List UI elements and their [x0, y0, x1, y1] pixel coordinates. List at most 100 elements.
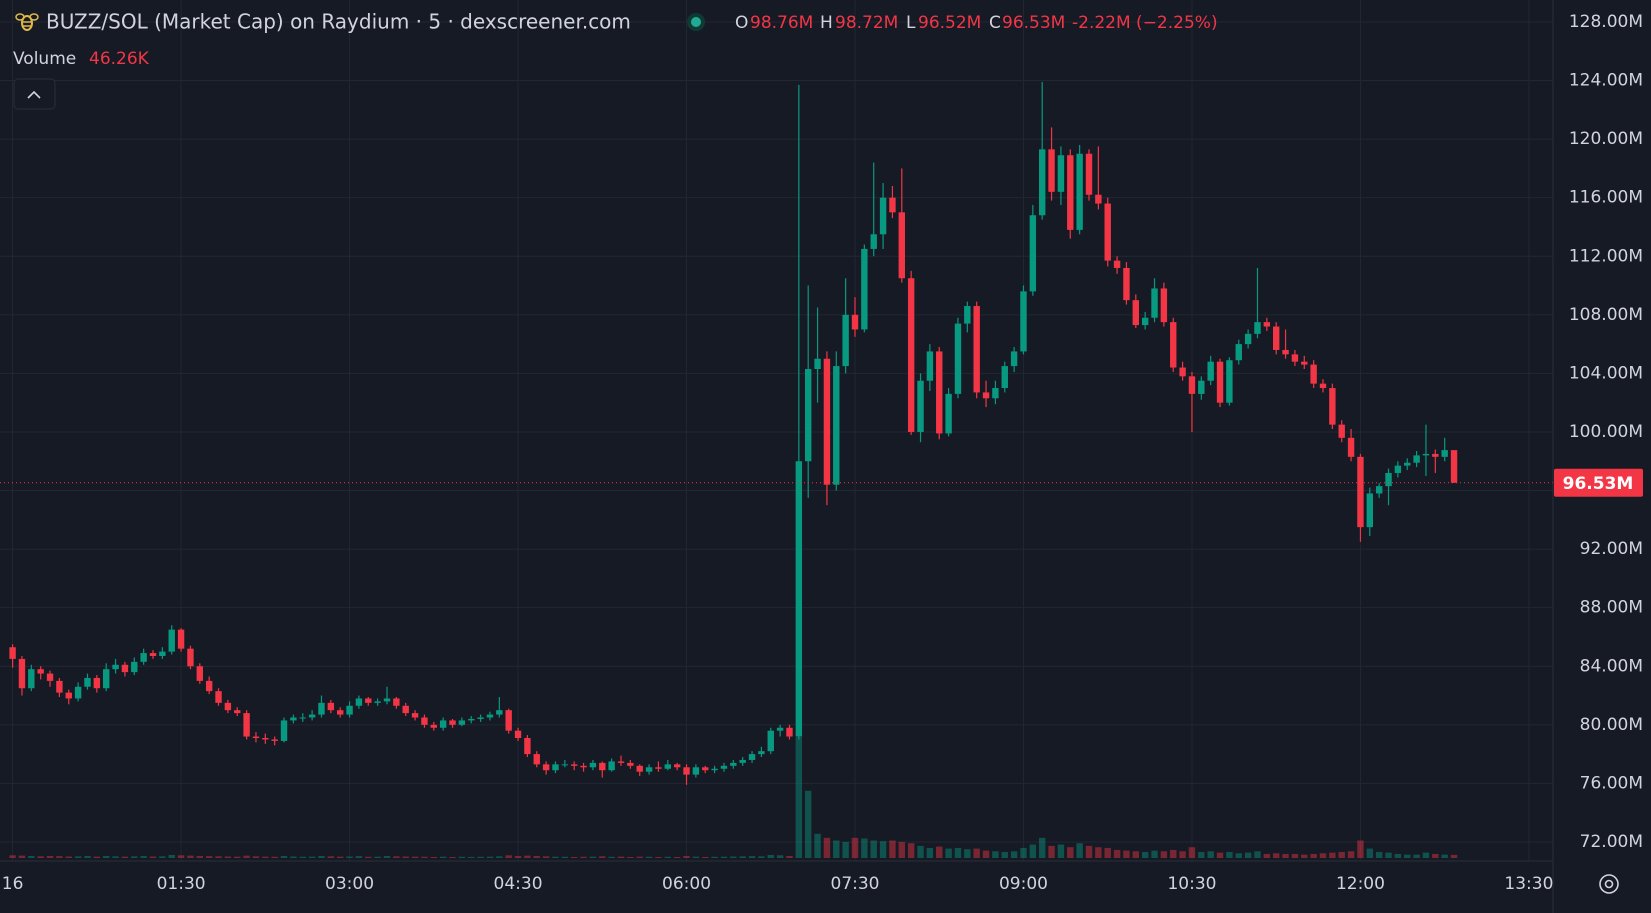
- candle-body: [1441, 450, 1448, 457]
- candle-body: [608, 761, 615, 771]
- candle-body: [365, 698, 372, 703]
- volume-bar: [702, 856, 709, 858]
- volume-bar: [177, 855, 185, 858]
- settings-button[interactable]: [1599, 874, 1619, 894]
- y-tick-label: 124.00M: [1569, 71, 1643, 91]
- candle-body: [1235, 344, 1242, 361]
- volume-bar: [458, 856, 466, 858]
- volume-bar: [346, 856, 353, 858]
- candle-body: [898, 212, 905, 279]
- volume-bar: [140, 855, 147, 858]
- candle-body: [327, 702, 335, 711]
- volume-bar: [505, 855, 512, 858]
- collapse-button[interactable]: [13, 78, 56, 110]
- x-tick-label: 16: [2, 874, 24, 894]
- settings-icon: [1599, 874, 1619, 894]
- candle-body: [571, 764, 578, 766]
- volume-bar: [1160, 851, 1168, 858]
- candle-body: [74, 686, 82, 699]
- volume-bar: [599, 856, 606, 858]
- candle-body: [234, 710, 241, 714]
- candle-body: [439, 720, 447, 728]
- legend-key: L: [906, 13, 916, 33]
- volume-bar: [168, 854, 175, 858]
- legend-key: C: [989, 13, 1001, 33]
- candle-body: [748, 754, 756, 760]
- x-tick-label: 10:30: [1167, 874, 1216, 894]
- candle-body: [758, 751, 765, 755]
- volume-bar: [636, 856, 643, 858]
- volume-bar: [1347, 851, 1355, 858]
- volume-bar: [645, 856, 653, 858]
- candle-body: [1404, 462, 1411, 466]
- candle-body: [917, 380, 924, 432]
- candle-body: [1338, 424, 1345, 438]
- candle-body: [945, 393, 952, 434]
- volume-bar: [542, 856, 550, 858]
- candle-body: [1076, 153, 1083, 230]
- legend-open: 98.76M: [750, 13, 813, 33]
- candle-body: [1160, 288, 1168, 323]
- y-tick-label: 128.00M: [1569, 12, 1643, 32]
- volume-bar: [552, 856, 559, 858]
- volume-bar: [131, 856, 138, 858]
- candle-body: [346, 705, 353, 715]
- candle-body: [383, 698, 391, 702]
- volume-bar: [1291, 853, 1299, 858]
- volume-bar: [964, 849, 971, 858]
- volume-value: 46.26K: [89, 49, 150, 69]
- candle-body: [1113, 260, 1121, 268]
- volume-bar: [103, 855, 110, 858]
- collapse-button-frame[interactable]: [13, 78, 56, 110]
- volume-bar: [1123, 850, 1130, 858]
- candle-body: [552, 764, 559, 771]
- volume-bar: [514, 855, 522, 858]
- chart-title: BUZZ/SOL (Market Cap) on Raydium · 5 · d…: [46, 10, 631, 34]
- volume-bar: [692, 856, 700, 858]
- candle-body: [430, 724, 437, 728]
- volume-bar: [655, 856, 662, 858]
- candle-body: [589, 762, 597, 768]
- candle-body: [1385, 472, 1392, 487]
- y-tick-label: 92.00M: [1580, 539, 1643, 559]
- volume-bar: [1450, 854, 1458, 858]
- volume-bar: [18, 855, 26, 858]
- volume-bar: [252, 856, 260, 858]
- volume-bar: [805, 790, 812, 858]
- candle-body: [599, 762, 606, 771]
- candle-body: [1244, 333, 1252, 345]
- volume-bar: [290, 856, 297, 858]
- legend-key: H: [820, 13, 833, 33]
- volume-pane: [9, 737, 1458, 858]
- last-price-box: [1554, 468, 1643, 497]
- candle-body: [168, 629, 175, 652]
- candle-body: [1319, 383, 1327, 389]
- candle-body: [140, 653, 147, 662]
- candle-body: [926, 351, 934, 381]
- volume-bar: [589, 856, 597, 858]
- volume-bar: [524, 855, 531, 858]
- volume-bar: [1104, 847, 1111, 858]
- candle-body: [9, 647, 16, 659]
- candle-body: [1151, 288, 1158, 318]
- volume-bar: [627, 856, 634, 858]
- volume-bar: [1095, 847, 1102, 858]
- candle-body: [627, 762, 634, 766]
- volume-bar: [383, 855, 391, 858]
- volume-bar: [739, 856, 746, 858]
- candle-body: [805, 369, 812, 462]
- candle-body: [187, 648, 194, 667]
- candle-body: [337, 710, 344, 715]
- volume-bar: [318, 855, 325, 858]
- volume-bar: [571, 856, 578, 858]
- y-tick-label: 100.00M: [1569, 422, 1643, 442]
- candle-body: [290, 717, 297, 721]
- volume-bar: [608, 856, 615, 858]
- volume-bar: [299, 856, 306, 858]
- volume-bar: [982, 850, 990, 858]
- legend-key: O: [735, 13, 748, 33]
- candle-body: [215, 691, 222, 703]
- volume-bar: [1020, 847, 1027, 858]
- candle-body: [711, 768, 718, 771]
